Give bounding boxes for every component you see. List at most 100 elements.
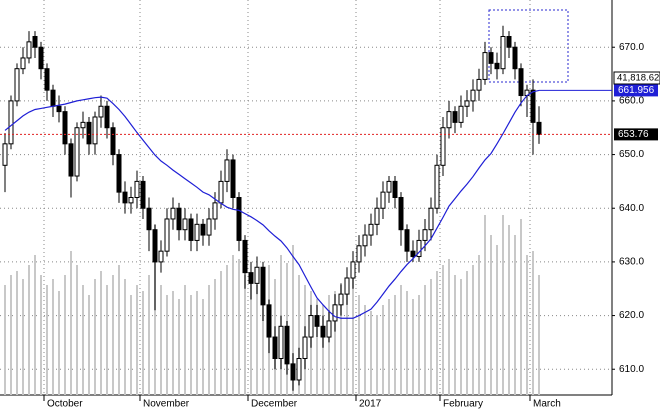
volume-bar	[340, 285, 342, 395]
candle-body	[506, 35, 512, 48]
volume-bar	[214, 279, 216, 395]
candle-body	[458, 105, 464, 123]
volume-bar	[400, 285, 402, 395]
candle-body	[254, 266, 260, 284]
volume-bar	[484, 215, 486, 395]
volume-bar	[292, 245, 294, 395]
candle-body	[104, 105, 110, 129]
x-tick-label: 2017	[359, 399, 382, 410]
candle-body	[512, 46, 518, 70]
volume-bar	[4, 285, 6, 395]
volume-bar	[160, 285, 162, 395]
volume-bar	[22, 279, 24, 395]
volume-bar	[172, 291, 174, 395]
candle-body	[350, 261, 356, 279]
candle-body	[482, 52, 488, 80]
volume-bar	[196, 291, 198, 395]
volume-bar	[112, 275, 114, 395]
candle-body	[152, 229, 158, 263]
volume-bar	[238, 259, 240, 395]
candle-body	[116, 154, 122, 193]
x-tick-label: November	[143, 399, 190, 410]
volume-bar	[526, 255, 528, 395]
candle-body	[224, 159, 230, 182]
candle-body	[248, 272, 254, 284]
candle-body	[302, 336, 308, 360]
candle-body	[308, 315, 314, 338]
volume-bar	[178, 299, 180, 395]
candle-body	[2, 143, 8, 166]
candle-body	[182, 218, 188, 231]
volume-bar	[460, 279, 462, 395]
candle-body	[122, 191, 128, 204]
candle-body	[278, 325, 284, 360]
candle-body	[374, 207, 380, 225]
candle-body	[272, 336, 278, 360]
candle-body	[74, 127, 80, 177]
candle-body	[62, 111, 68, 145]
candle-body	[332, 304, 338, 322]
y-tick-label: 620.0	[619, 310, 644, 321]
candle-body	[212, 202, 218, 220]
volume-bar	[436, 271, 438, 395]
volume-bar	[16, 271, 18, 395]
volume-bar	[64, 275, 66, 395]
volume-bar	[28, 265, 30, 395]
volume-bar	[430, 279, 432, 395]
volume-layer	[4, 215, 540, 395]
volume-bar	[322, 305, 324, 395]
candle-body	[494, 62, 500, 70]
candle-body	[380, 191, 386, 209]
candle-body	[158, 250, 164, 263]
candle-body	[32, 35, 38, 48]
candle-body	[206, 218, 212, 236]
volume-bar	[70, 251, 72, 395]
y-tick-label: 670.0	[619, 42, 644, 53]
volume-bar	[40, 275, 42, 395]
candle-body	[536, 121, 542, 135]
candle-body	[266, 304, 272, 338]
candle-body	[188, 218, 194, 241]
volume-bar	[496, 245, 498, 395]
candle-body	[410, 250, 416, 258]
volume-bar	[142, 291, 144, 395]
candle-body	[56, 105, 62, 113]
candle-body	[500, 35, 506, 70]
volume-bar	[454, 275, 456, 395]
candle-body	[86, 121, 92, 145]
candle-body	[68, 143, 74, 177]
candle-body	[320, 325, 326, 338]
candle-body	[404, 229, 410, 252]
overlay-layer: 610.0 620.0 630.0 640.0 650.0 660.0 670.0 Octob…	[0, 42, 660, 410]
candle-body	[338, 293, 344, 306]
candle-body	[470, 89, 476, 102]
volume-bar	[358, 295, 360, 395]
volume-bar	[220, 271, 222, 395]
candle-body	[128, 197, 134, 204]
candle-body	[110, 127, 116, 156]
volume-bar	[388, 299, 390, 395]
volume-bar	[520, 219, 522, 395]
volume-bar	[502, 215, 504, 395]
candle-body	[164, 218, 170, 252]
candle-body	[92, 116, 98, 145]
volume-bar	[256, 285, 258, 395]
candle-body	[428, 207, 434, 231]
volume-bar	[226, 265, 228, 395]
candle-body	[422, 229, 428, 241]
candle-body	[80, 121, 86, 129]
y-tick-label: 610.0	[619, 364, 644, 375]
candle-body	[434, 164, 440, 209]
candle-body	[356, 245, 362, 263]
volume-bar	[316, 299, 318, 395]
volume-bar	[232, 255, 234, 395]
candle-body	[530, 89, 536, 123]
candle-body	[98, 105, 104, 118]
candle-body	[200, 223, 206, 236]
x-tick-label: February	[443, 399, 483, 410]
volume-bar	[34, 255, 36, 395]
candle-body	[8, 100, 14, 145]
volume-bar	[106, 285, 108, 395]
drawn-rectangle	[488, 9, 569, 83]
